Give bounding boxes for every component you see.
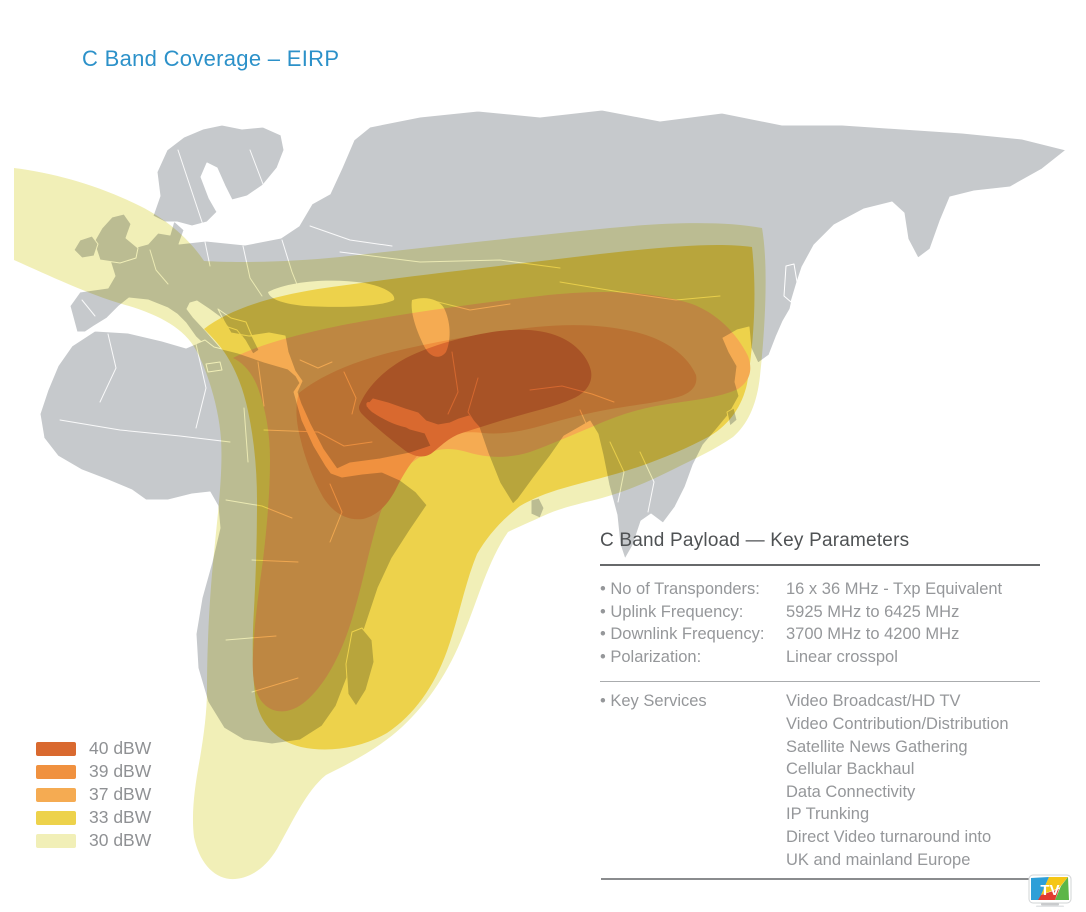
island-sakhalin [783,263,798,303]
parameter-row: No of Transponders: 16 x 36 MHz - Txp Eq… [600,578,1040,601]
service-item: UK and mainland Europe [786,850,971,869]
tv-logo-icon: TV [1028,874,1072,907]
legend-label: 40 dBW [89,738,152,758]
legend-swatch-30dbw [36,833,76,848]
key-services-row: Key Services Video Broadcast/HD TV Video… [600,690,1040,871]
eirp-contours [14,168,766,880]
legend-label: 39 dBW [89,761,152,781]
parameter-label: Downlink Frequency: [600,623,786,646]
parameter-value: Linear crosspol [786,647,898,666]
tv-logo: TV [1028,874,1074,912]
parameter-row: Uplink Frequency: 5925 MHz to 6425 MHz [600,601,1040,624]
legend-label: 33 dBW [89,807,152,827]
separator-bottom [601,878,1039,881]
parameters-list: No of Transponders: 16 x 36 MHz - Txp Eq… [600,578,1040,668]
key-services-label: Key Services [600,690,786,871]
panel-title: C Band Payload — Key Parameters [600,530,910,551]
service-item: Data Connectivity [786,782,916,801]
service-item: Satellite News Gathering [786,737,968,756]
tv-logo-text: TV [1040,882,1059,899]
parameter-label: No of Transponders: [600,578,786,601]
contour-40dbw [359,329,592,457]
landmass-scandinavia [152,124,285,227]
service-item: IP Trunking [786,805,870,824]
parameter-row: Polarization: Linear crosspol [600,646,1040,669]
eirp-legend: 40 dBW 39 dBW 37 dBW 33 dBW 30 dBW [36,737,151,852]
legend-swatch-39dbw [36,764,76,779]
parameter-value: 16 x 36 MHz - Txp Equivalent [786,580,1003,598]
separator-middle [600,681,1040,683]
parameter-label: Uplink Frequency: [600,601,786,624]
legend-item: 30 dBW [36,829,151,852]
service-item: Video Broadcast/HD TV [786,692,961,711]
legend-item: 33 dBW [36,806,151,829]
parameter-label: Polarization: [600,646,786,669]
service-item: Video Contribution/Distribution [786,714,1009,733]
parameter-row: Downlink Frequency: 3700 MHz to 4200 MHz [600,623,1040,646]
page-title: C Band Coverage – EIRP [82,46,340,71]
service-item: Direct Video turnaround into [786,827,992,846]
legend-item: 39 dBW [36,760,151,783]
parameter-value: 3700 MHz to 4200 MHz [786,625,960,644]
key-parameters-panel: C Band Payload — Key Parameters No of Tr… [600,530,1040,888]
legend-swatch-37dbw [36,787,76,802]
separator-top [600,564,1040,566]
key-services-list: Video Broadcast/HD TV Video Contribution… [786,690,1009,871]
parameter-value: 5925 MHz to 6425 MHz [786,602,960,621]
legend-label: 30 dBW [89,830,152,850]
legend-item: 37 dBW [36,783,151,806]
legend-swatch-33dbw [36,810,76,825]
legend-swatch-40dbw [36,741,76,756]
legend-label: 37 dBW [89,784,152,804]
service-item: Cellular Backhaul [786,760,915,779]
legend-item: 40 dBW [36,737,151,760]
